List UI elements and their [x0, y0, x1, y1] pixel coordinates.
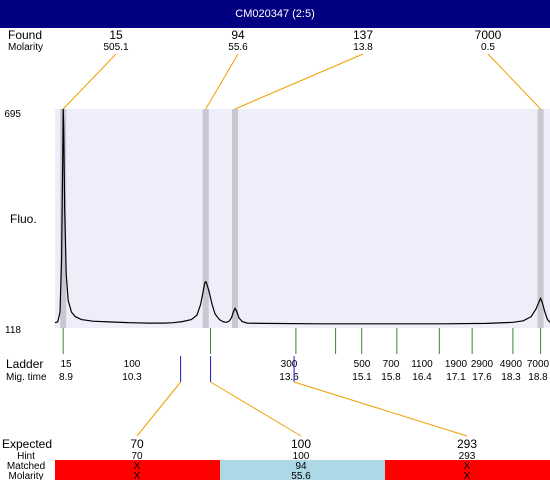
- ladder-size-label: 500: [354, 359, 371, 370]
- window-title-bar: CM020347 (2:5): [0, 0, 550, 28]
- expected-size-label: 100: [291, 437, 311, 451]
- found-peak-band: [537, 109, 544, 328]
- found-peak-band: [202, 109, 209, 328]
- found-molarity-label: Molarity: [8, 42, 43, 53]
- ladder-size-label: 100: [124, 359, 141, 370]
- ladder-migtime-label: 15.1: [352, 372, 372, 383]
- ladder-migtime-label: 16.4: [412, 372, 432, 383]
- ladder-migtime-label: 17.6: [472, 372, 492, 383]
- electropherogram-trace: [54, 108, 550, 325]
- expected-size-label: 70: [130, 437, 144, 451]
- expected-status-bar: [55, 460, 220, 480]
- expected-size-label: 293: [457, 437, 477, 451]
- found-peak-connector: [487, 53, 541, 110]
- ladder-size-label: 1900: [445, 359, 468, 370]
- mig-time-label: Mig. time: [6, 372, 47, 383]
- expected-status-bar: [220, 460, 385, 480]
- found-peak-band: [232, 109, 239, 328]
- found-peak-size-label: 137: [353, 28, 373, 42]
- expected-hint-value: 100: [293, 451, 310, 462]
- y-max-tick-label: 695: [4, 109, 21, 120]
- found-peak-connector: [234, 53, 364, 110]
- expected-hint-value: 293: [459, 451, 476, 462]
- expected-molarity-value: 55.6: [291, 471, 311, 480]
- ladder-size-label: 1100: [411, 359, 433, 370]
- ladder-size-label: 15: [60, 359, 72, 370]
- found-peak-molarity-label: 13.8: [353, 42, 373, 53]
- found-peak-connector: [205, 53, 239, 110]
- expected-status-bar: [385, 460, 550, 480]
- ladder-migtime-label: 10.3: [122, 372, 142, 383]
- ladder-size-label: 2900: [471, 359, 494, 370]
- ladder-size-label: 7000: [527, 359, 550, 370]
- ladder-migtime-label: 18.3: [501, 372, 521, 383]
- expected-label: Expected: [2, 437, 52, 451]
- window-title: CM020347 (2:5): [235, 8, 315, 20]
- expected-matched-value: 94: [295, 461, 307, 472]
- found-peak-size-label: 7000: [475, 28, 502, 42]
- ladder-migtime-label: 15.8: [381, 372, 401, 383]
- expected-connector: [210, 381, 302, 437]
- ladder-migtime-label: 13.6: [279, 372, 299, 383]
- y-axis-label: Fluo.: [10, 212, 37, 226]
- ladder-migtime-label: 18.8: [528, 372, 548, 383]
- bottom-molarity-label: Molarity: [8, 471, 43, 480]
- expected-matched-value: X: [134, 461, 141, 472]
- ladder-label: Ladder: [6, 357, 43, 371]
- found-peak-connector: [62, 53, 117, 110]
- expected-hint-value: 70: [131, 451, 143, 462]
- found-peak-molarity-label: 0.5: [481, 42, 495, 53]
- expected-matched-value: X: [464, 461, 471, 472]
- hint-label: Hint: [17, 451, 35, 462]
- found-peak-size-label: 15: [109, 28, 123, 42]
- expected-connector: [136, 381, 181, 437]
- found-peak-molarity-label: 55.6: [228, 42, 248, 53]
- ladder-migtime-label: 17.1: [446, 372, 466, 383]
- found-peak-molarity-label: 505.1: [103, 42, 128, 53]
- expected-molarity-value: X: [134, 471, 141, 480]
- plot-area: [55, 109, 550, 328]
- expected-molarity-value: X: [464, 471, 471, 480]
- found-peak-size-label: 94: [231, 28, 245, 42]
- matched-label: Matched: [7, 461, 45, 472]
- y-min-tick-label: 118: [5, 325, 21, 336]
- expected-connector: [293, 381, 468, 437]
- ladder-size-label: 300: [281, 359, 298, 370]
- found-peak-band: [60, 109, 67, 328]
- ladder-size-label: 700: [383, 359, 400, 370]
- ladder-migtime-label: 8.9: [59, 372, 73, 383]
- ladder-size-label: 4900: [500, 359, 523, 370]
- found-label: Found: [8, 28, 42, 42]
